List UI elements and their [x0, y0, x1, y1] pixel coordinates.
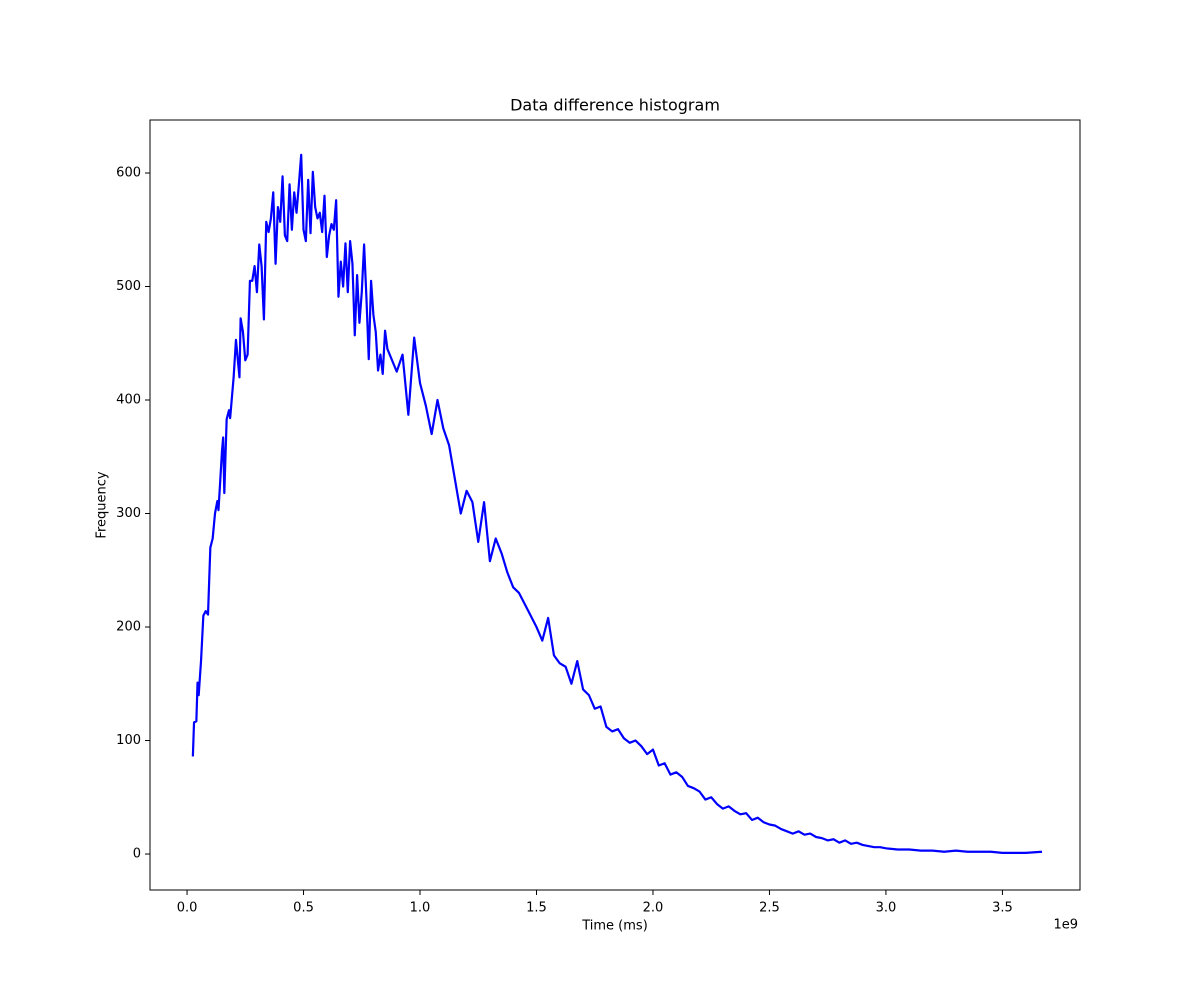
x-tick-label: 1.5 — [526, 901, 547, 916]
y-tick-label: 100 — [116, 733, 141, 748]
y-tick-label: 200 — [116, 620, 141, 635]
y-tick-label: 0 — [133, 847, 141, 862]
y-tick-label: 300 — [116, 506, 141, 521]
x-tick-label: 2.0 — [643, 901, 664, 916]
x-tick-label: 2.5 — [759, 901, 780, 916]
y-tick-label: 400 — [116, 393, 141, 408]
x-tick-label: 0.5 — [293, 901, 314, 916]
x-tick-label: 0.0 — [177, 901, 198, 916]
data-line — [191, 153, 1043, 854]
y-tick-label: 500 — [116, 279, 141, 294]
chart-title: Data difference histogram — [510, 96, 720, 115]
x-tick-label: 1.0 — [410, 901, 431, 916]
x-tick-label: 3.0 — [876, 901, 897, 916]
x-offset-label: 1e9 — [1053, 918, 1078, 933]
y-tick-label: 600 — [116, 166, 141, 181]
plot-frame — [149, 119, 1081, 891]
y-axis-label: Frequency — [95, 471, 110, 538]
x-axis-label: Time (ms) — [581, 919, 648, 934]
x-tick-label: 3.5 — [992, 901, 1013, 916]
